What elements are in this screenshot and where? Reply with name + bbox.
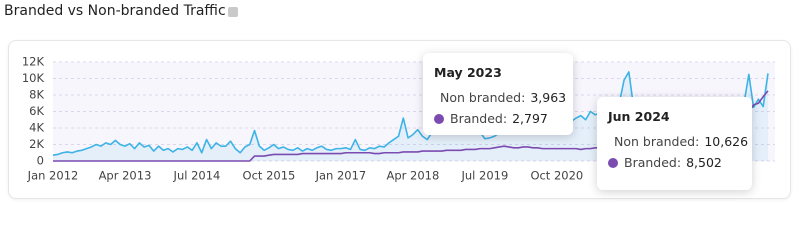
tooltip: Jun 2024 Non branded: 10,626 Branded: 8,502: [597, 97, 752, 190]
tooltip-row: Non branded: 3,963: [434, 87, 566, 108]
x-tick-label: Jul 2019: [460, 169, 508, 183]
y-tick-label: 8K: [29, 88, 44, 102]
series-dot: [434, 113, 444, 124]
x-tick-label: Jul 2014: [173, 169, 221, 183]
series-name: Non branded:: [614, 134, 700, 149]
series-dot: [608, 157, 618, 168]
x-tick-label: Jan 2012: [27, 169, 79, 183]
help-icon[interactable]: [228, 7, 238, 17]
series-name: Branded:: [624, 155, 682, 170]
series-value: 10,626: [704, 134, 749, 149]
y-tick-label: 0: [37, 154, 44, 168]
series-value: 3,963: [530, 90, 567, 105]
series-area: [53, 71, 768, 161]
y-tick-label: 4K: [29, 121, 44, 135]
tooltip-title: Jun 2024: [608, 109, 670, 124]
series-name: Branded:: [450, 111, 508, 126]
series-value: 8,502: [686, 155, 722, 170]
y-tick-label: 2K: [29, 137, 44, 151]
x-tick-label: Apr 2013: [99, 169, 152, 183]
tooltip-title: May 2023: [434, 65, 502, 80]
x-tick-label: Apr 2018: [386, 169, 439, 183]
series-name: Non branded:: [440, 90, 526, 105]
tooltip: May 2023 Non branded: 3,963 Branded: 2,797: [423, 53, 573, 135]
page: Branded vs Non-branded Traffic 0 2K 4K 6K 8K…: [4, 3, 791, 199]
x-tick-label: Jan 2017: [315, 169, 367, 183]
tooltip-row: Non branded: 10,626: [608, 131, 748, 152]
widget-title: Branded vs Non-branded Traffic: [4, 3, 226, 19]
y-tick-label: 6K: [29, 104, 44, 118]
x-tick-label: Oct 2020: [530, 169, 583, 183]
tooltip-row: Branded: 8,502: [608, 152, 741, 173]
x-tick-label: Oct 2015: [243, 169, 296, 183]
tooltip-row: Branded: 2,797: [434, 108, 562, 129]
y-tick-label: 10K: [22, 71, 45, 85]
series-value: 2,797: [512, 111, 548, 126]
y-tick-label: 12K: [22, 55, 45, 69]
